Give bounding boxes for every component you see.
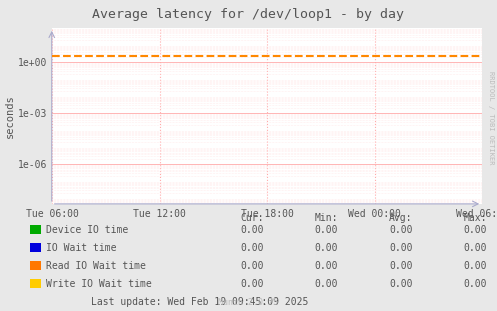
Text: 0.00: 0.00: [464, 261, 487, 271]
Text: Last update: Wed Feb 19 09:45:09 2025: Last update: Wed Feb 19 09:45:09 2025: [91, 297, 308, 307]
Text: Device IO time: Device IO time: [46, 225, 128, 234]
Text: Munin 2.0.75: Munin 2.0.75: [219, 298, 278, 307]
Text: 0.00: 0.00: [389, 279, 413, 289]
Text: 0.00: 0.00: [389, 261, 413, 271]
Text: Read IO Wait time: Read IO Wait time: [46, 261, 146, 271]
Y-axis label: seconds: seconds: [5, 94, 15, 138]
Text: 0.00: 0.00: [240, 243, 263, 253]
Text: 0.00: 0.00: [315, 225, 338, 234]
Text: Average latency for /dev/loop1 - by day: Average latency for /dev/loop1 - by day: [92, 8, 405, 21]
Text: 0.00: 0.00: [240, 279, 263, 289]
Text: RRDTOOL / TOBI OETIKER: RRDTOOL / TOBI OETIKER: [488, 72, 494, 165]
Text: 0.00: 0.00: [464, 279, 487, 289]
Text: Cur:: Cur:: [240, 213, 263, 223]
Text: IO Wait time: IO Wait time: [46, 243, 116, 253]
Text: 0.00: 0.00: [240, 225, 263, 234]
Text: 0.00: 0.00: [389, 243, 413, 253]
Text: 0.00: 0.00: [389, 225, 413, 234]
Text: Max:: Max:: [464, 213, 487, 223]
Text: Min:: Min:: [315, 213, 338, 223]
Text: 0.00: 0.00: [315, 261, 338, 271]
Text: 0.00: 0.00: [315, 279, 338, 289]
Text: Avg:: Avg:: [389, 213, 413, 223]
Text: 0.00: 0.00: [240, 261, 263, 271]
Text: 0.00: 0.00: [464, 225, 487, 234]
Text: 0.00: 0.00: [464, 243, 487, 253]
Text: 0.00: 0.00: [315, 243, 338, 253]
Text: Write IO Wait time: Write IO Wait time: [46, 279, 152, 289]
